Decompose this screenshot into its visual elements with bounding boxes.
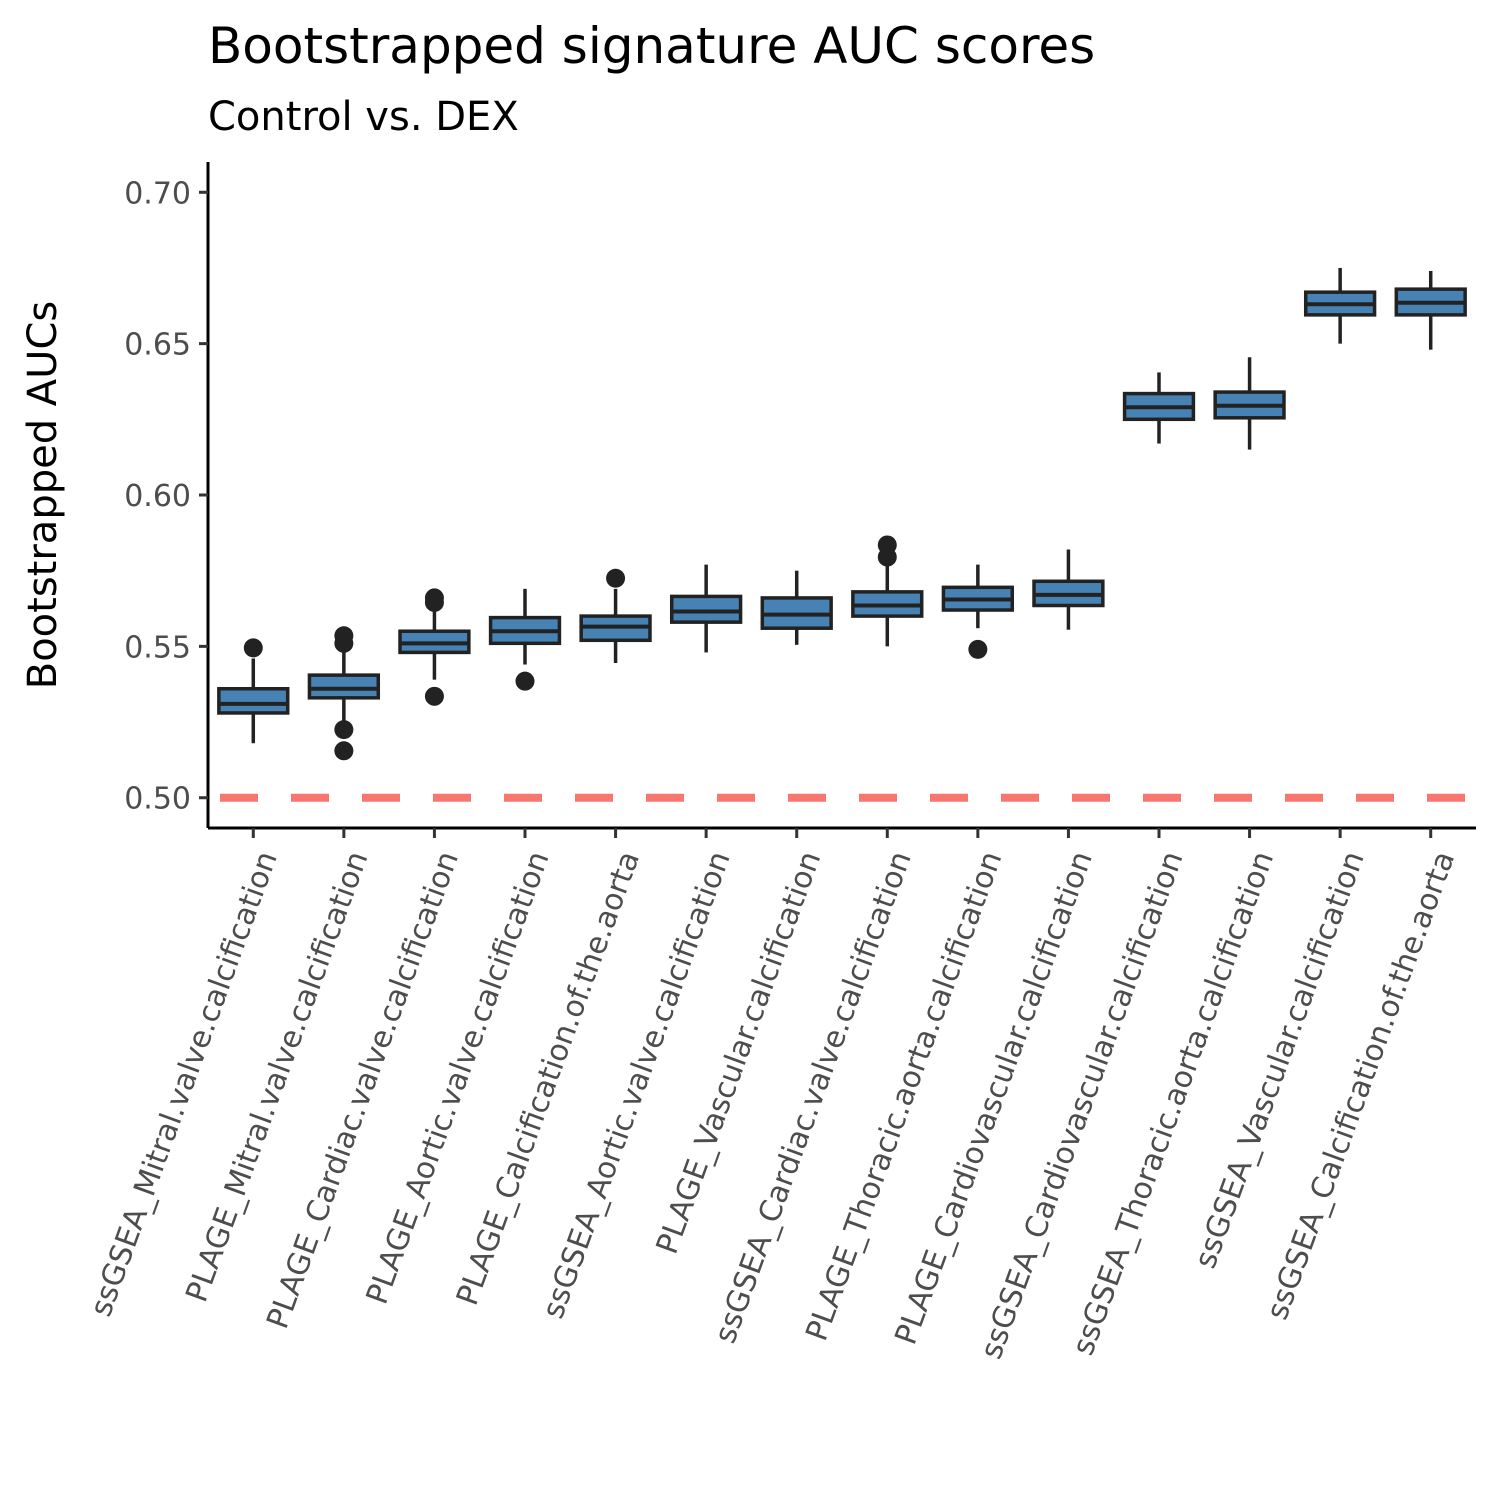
- y-tick-label: 0.50: [124, 782, 191, 817]
- axis-layer: 0.50 0.55 0.60 0.65 0.70 ssGSEA_Mitral.valve.…: [84, 162, 1476, 1364]
- x-tick-label: ssGSEA_Vascular.calcification: [1188, 847, 1372, 1273]
- outlier-point: [243, 638, 263, 658]
- outlier-point: [968, 639, 988, 659]
- box-5: [579, 568, 652, 664]
- y-tick-label: 0.70: [124, 176, 191, 211]
- outlier-point: [877, 547, 897, 567]
- y-tick-label: 0.55: [124, 630, 191, 665]
- outlier-point: [334, 741, 354, 761]
- box-8: [851, 535, 924, 647]
- outlier-point: [334, 633, 354, 653]
- box-body: [217, 686, 290, 715]
- box-7: [760, 570, 833, 645]
- box-layer: [217, 267, 1467, 761]
- x-tick-label: PLAGE_Calcification.of.the.aorta: [450, 847, 647, 1310]
- box-14: [1394, 270, 1467, 350]
- box-2: [307, 626, 381, 761]
- y-tick-label: 0.60: [124, 479, 191, 514]
- x-tick-label: ssGSEA_Calcification.of.the.aorta: [1260, 847, 1462, 1325]
- outlier-point: [334, 720, 354, 740]
- y-axis-label: Bootstrapped AUCs: [20, 301, 66, 689]
- box-6: [669, 564, 743, 653]
- outlier-point: [515, 671, 535, 691]
- chart-title: Bootstrapped signature AUC scores: [208, 17, 1095, 75]
- box-9: [941, 564, 1015, 659]
- box-body: [307, 673, 381, 700]
- x-tick-label: PLAGE_Mitral.valve.calcification: [179, 847, 375, 1307]
- x-tick-label: ssGSEA_Aortic.valve.calcification: [536, 847, 738, 1324]
- y-tick-label: 0.65: [124, 328, 191, 363]
- x-tick-label: PLAGE_Vascular.calcification: [650, 847, 828, 1259]
- chart-subtitle: Control vs. DEX: [208, 94, 519, 140]
- box-11: [1122, 372, 1196, 444]
- x-tick-label: ssGSEA_Mitral.valve.calcification: [84, 847, 285, 1321]
- outlier-point: [424, 592, 444, 612]
- box-13: [1303, 267, 1377, 344]
- outlier-point: [424, 686, 444, 706]
- box-3: [398, 588, 471, 706]
- box-10: [1032, 549, 1105, 630]
- x-tick-label: PLAGE_Aortic.valve.calcification: [360, 847, 557, 1309]
- box-body: [669, 594, 743, 624]
- box-4: [488, 588, 562, 691]
- box-12: [1213, 357, 1286, 450]
- outlier-point: [606, 568, 626, 588]
- box-1: [217, 638, 290, 744]
